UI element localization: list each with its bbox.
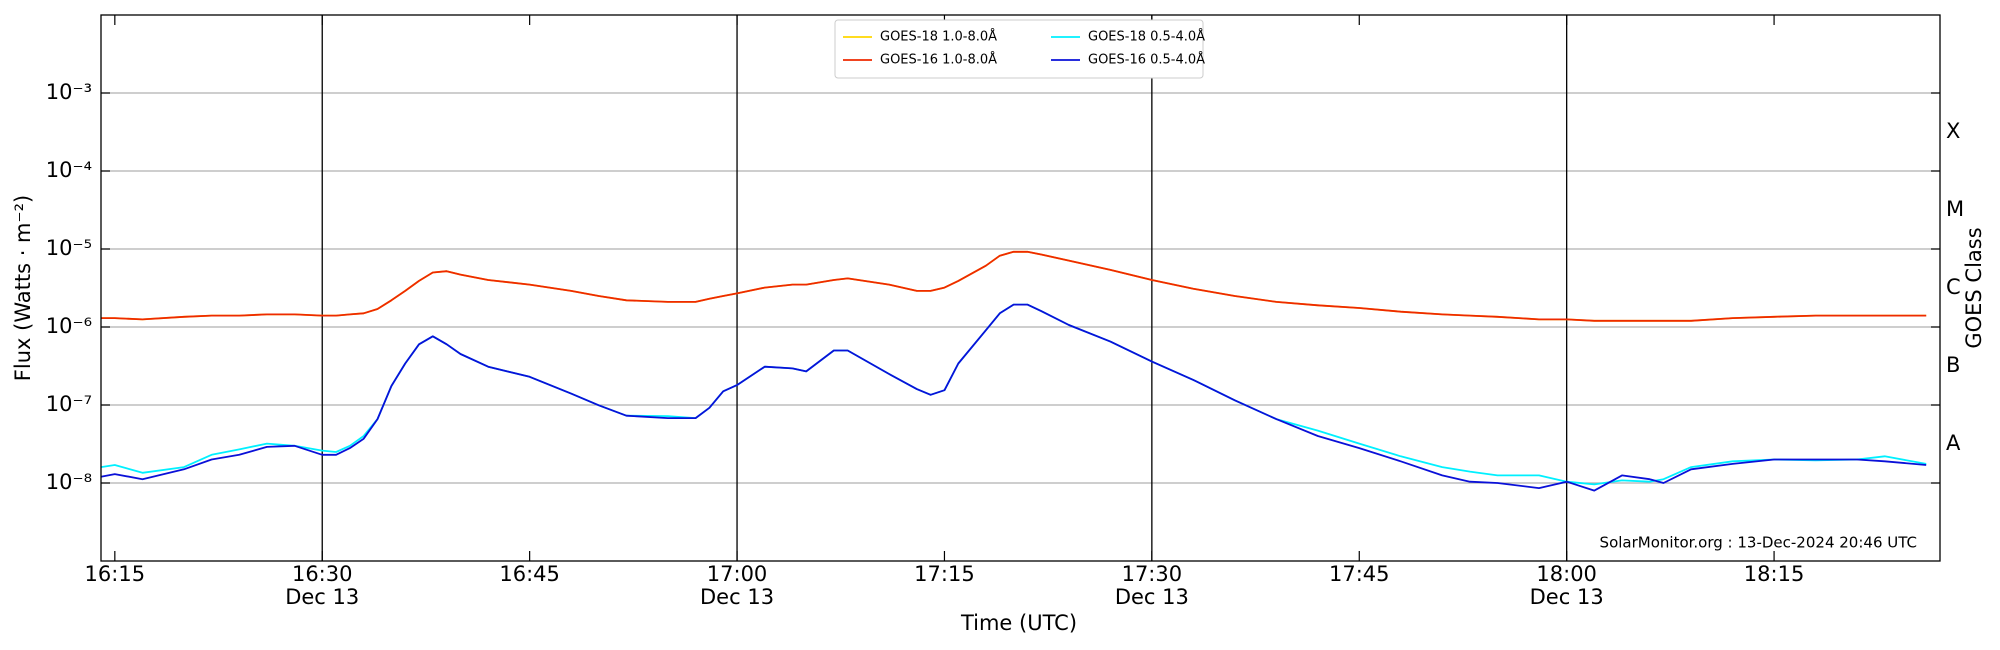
x-tick-label: 17:30 xyxy=(1122,562,1183,586)
x-tick-date: Dec 13 xyxy=(285,585,359,609)
y-axis-label: Flux (Watts · m⁻²) xyxy=(11,195,35,381)
x-tick-label: 18:00 xyxy=(1536,562,1597,586)
annotation: SolarMonitor.org : 13-Dec-2024 20:46 UTC xyxy=(1600,534,1917,552)
class-label: A xyxy=(1946,431,1961,455)
y-tick-label: 10⁻⁷ xyxy=(46,392,92,416)
x-tick-date: Dec 13 xyxy=(1115,585,1189,609)
x-tick-label: 17:15 xyxy=(914,562,975,586)
x-tick-label: 16:30 xyxy=(292,562,353,586)
x-axis-label: Time (UTC) xyxy=(960,611,1077,635)
x-tick-date: Dec 13 xyxy=(700,585,774,609)
y-tick-label: 10⁻⁵ xyxy=(46,236,92,260)
x-tick-label: 17:00 xyxy=(707,562,768,586)
x-tick-date: Dec 13 xyxy=(1530,585,1604,609)
legend-label: GOES-18 0.5-4.0Å xyxy=(1088,29,1205,45)
x-tick-label: 16:45 xyxy=(499,562,560,586)
y-tick-label: 10⁻⁶ xyxy=(46,314,92,338)
y-tick-label: 10⁻³ xyxy=(46,80,92,104)
class-label: B xyxy=(1946,353,1960,377)
x-tick-label: 16:15 xyxy=(85,562,146,586)
y-tick-label: 10⁻⁴ xyxy=(46,158,92,182)
class-label: X xyxy=(1946,119,1960,143)
class-label: M xyxy=(1946,197,1964,221)
legend-label: GOES-16 1.0-8.0Å xyxy=(880,52,997,68)
x-tick-label: 17:45 xyxy=(1329,562,1390,586)
class-label: C xyxy=(1946,275,1961,299)
plot-frame xyxy=(100,14,1941,562)
x-tick-label: 18:15 xyxy=(1744,562,1805,586)
series-line xyxy=(100,303,1927,492)
legend-label: GOES-18 1.0-8.0Å xyxy=(880,29,997,45)
legend-label: GOES-16 0.5-4.0Å xyxy=(1088,52,1205,68)
series-line xyxy=(101,250,1927,322)
y-tick-label: 10⁻⁸ xyxy=(46,470,92,494)
legend-box xyxy=(834,19,1204,79)
y2-axis-label: GOES Class xyxy=(1962,227,1986,348)
